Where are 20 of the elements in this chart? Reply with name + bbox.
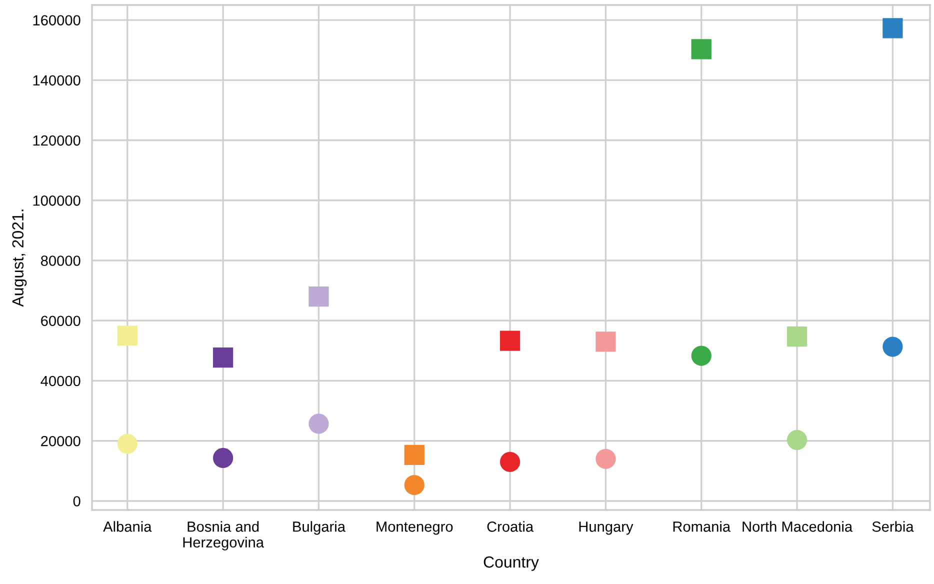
x-tick-label: Romania xyxy=(673,521,731,532)
y-tick-label: 40000 xyxy=(40,376,80,386)
y-tick-label: 100000 xyxy=(33,195,80,206)
x-tick-label: Croatia xyxy=(487,521,534,532)
x-tick-label: Bosnia and Herzegovina xyxy=(183,521,264,550)
y-tick-label: 140000 xyxy=(33,75,80,86)
y-tick-label: 0 xyxy=(73,496,80,506)
x-axis-title: Country xyxy=(484,556,539,571)
x-tick-label: Montenegro xyxy=(376,522,453,535)
y-axis-title: August, 2021. xyxy=(12,210,27,307)
y-tick-label: 120000 xyxy=(33,135,80,146)
y-tick-label: 160000 xyxy=(33,15,80,26)
x-tick-label: Hungary xyxy=(579,522,634,535)
x-tick-label: Albania xyxy=(103,521,152,532)
y-tick-label: 20000 xyxy=(41,436,80,446)
y-tick-label: 80000 xyxy=(40,256,80,266)
x-tick-label: Serbia xyxy=(872,521,914,532)
x-tick-label: Bulgaria xyxy=(293,521,346,535)
y-tick-label: 60000 xyxy=(41,316,80,326)
x-tick-label: North Macedonia xyxy=(742,521,853,532)
